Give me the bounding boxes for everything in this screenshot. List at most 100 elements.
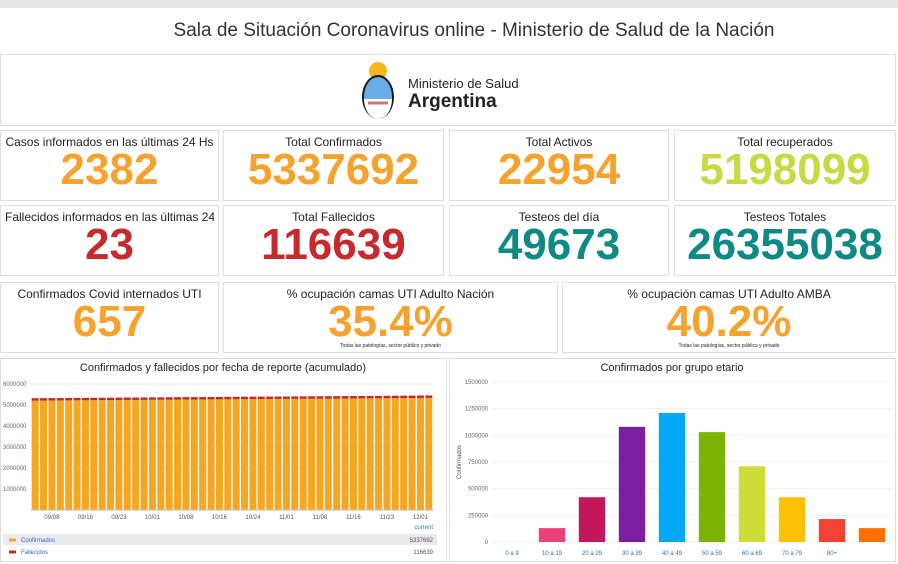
x-tick-label: 20 a 29 [582, 551, 603, 557]
legend-swatch [9, 538, 16, 542]
bar-segment [241, 396, 249, 400]
x-tick-label: 10/01 [145, 515, 161, 521]
bar-segment [174, 397, 182, 400]
bar-segment [425, 395, 433, 398]
bar [858, 528, 886, 542]
kpi-value: 5337692 [247, 145, 420, 194]
bar-segment [98, 400, 106, 510]
kpi-label: Testeos del día [518, 210, 600, 224]
bar-segment [115, 400, 123, 510]
kpi-value: 35.4% [328, 297, 453, 346]
bar-segment [358, 395, 366, 399]
kpi-card: Fallecidos informados en las últimas 24…… [0, 205, 219, 276]
bar-segment [40, 400, 48, 510]
bar-segment [40, 398, 48, 401]
legend-row-bg [3, 534, 437, 545]
bar-segment [391, 395, 399, 399]
kpi-card: Confirmados Covid internados UTI 657 [0, 282, 219, 353]
bar-segment [341, 398, 349, 510]
chart: Confirmados y fallecidos por fecha de re… [3, 362, 437, 556]
y-tick-label: 3000000 [3, 445, 27, 451]
kpi-card: Total recuperados 5198099 [674, 130, 896, 201]
bar-segment [56, 400, 64, 510]
x-tick-label: 12/01 [413, 515, 429, 521]
bar-segment [425, 397, 433, 510]
bar-segment [224, 399, 232, 510]
bar-segment [257, 399, 265, 510]
kpi-value: 26355038 [687, 220, 883, 269]
bar-segment [308, 396, 316, 399]
y-tick-label: 5000000 [3, 403, 27, 409]
y-tick-label: 1500000 [465, 380, 489, 386]
kpi-label: Testeos Totales [743, 210, 827, 224]
chart-title: Confirmados y fallecidos por fecha de re… [80, 362, 366, 374]
bar-segment [232, 399, 240, 510]
bar-segment [375, 395, 383, 399]
y-tick-label: 1000000 [465, 433, 489, 439]
kpi-card: Casos informados en las últimas 24 Hs 238… [0, 130, 219, 201]
bar-segment [274, 398, 282, 510]
x-tick-label: 30 a 39 [622, 551, 643, 557]
bar [818, 519, 846, 542]
x-tick-label: 11/23 [380, 515, 395, 521]
kpi-card: Testeos del día 49673 [449, 205, 669, 276]
bar-segment [366, 398, 374, 510]
bar-segment [65, 397, 73, 401]
x-tick-label: 40 a 49 [662, 551, 683, 557]
bar-segment [224, 396, 232, 400]
x-tick-label: 0 a 9 [505, 551, 519, 557]
bar-segment [56, 398, 64, 401]
bar-segment [282, 398, 290, 510]
y-tick-label: 750000 [468, 460, 489, 466]
bar-segment [249, 396, 257, 400]
top-strip [0, 0, 898, 8]
x-tick-label: 10/16 [212, 515, 228, 521]
bar-segment [215, 396, 223, 400]
y-tick-label: 250000 [468, 513, 489, 519]
bar-segment [182, 397, 190, 400]
legend-label: Fallecidos [21, 550, 48, 556]
x-tick-label: 60 a 69 [742, 551, 763, 557]
chart: Confirmados por grupo etario Confirmados 0… [457, 362, 892, 557]
bar-segment [274, 396, 282, 399]
bar-segment [207, 396, 215, 400]
y-tick-label: 2000000 [3, 466, 27, 472]
kpi-value: 23 [85, 220, 134, 269]
bar-segment [98, 397, 106, 401]
bar-segment [199, 399, 207, 510]
kpi-value: 49673 [497, 220, 621, 269]
bar-segment [324, 398, 332, 510]
x-tick-label: 10/24 [245, 515, 261, 521]
bar-segment [165, 399, 173, 510]
bar-segment [123, 399, 131, 510]
kpi-label: Total Confirmados [285, 135, 382, 149]
bar-segment [132, 399, 140, 510]
kpi-note: Todas las patologías, sector público y p… [678, 343, 780, 349]
kpi-label: Total recuperados [737, 135, 833, 149]
bar-segment [157, 397, 165, 400]
bar-segment [408, 398, 416, 510]
legend-value: 116639 [413, 550, 433, 556]
legend-value: 5337692 [410, 538, 434, 544]
chart-panel: Confirmados y fallecidos por fecha de re… [0, 358, 447, 562]
kpi-label: Casos informados en las últimas 24 Hs [5, 135, 214, 149]
legend-swatch [9, 550, 16, 554]
bar-segment [299, 398, 307, 510]
bar-segment [257, 396, 265, 400]
bar-segment [190, 399, 198, 510]
bar-segment [182, 399, 190, 510]
bar-segment [308, 398, 316, 510]
bar [778, 497, 806, 542]
x-tick-label: 11/08 [313, 515, 328, 521]
y-tick-label: 6000000 [3, 382, 27, 388]
bar-segment [31, 400, 39, 510]
y-tick-label: 0 [485, 540, 489, 546]
bar-segment [316, 398, 324, 510]
y-tick-label: 4000000 [3, 424, 27, 430]
bar-segment [341, 396, 349, 399]
bar-segment [148, 399, 156, 510]
kpi-card: % ocupación camas UTI Adulto AMBA 40.2% To… [562, 282, 896, 353]
bar-segment [349, 398, 357, 510]
bar-segment [81, 400, 89, 510]
